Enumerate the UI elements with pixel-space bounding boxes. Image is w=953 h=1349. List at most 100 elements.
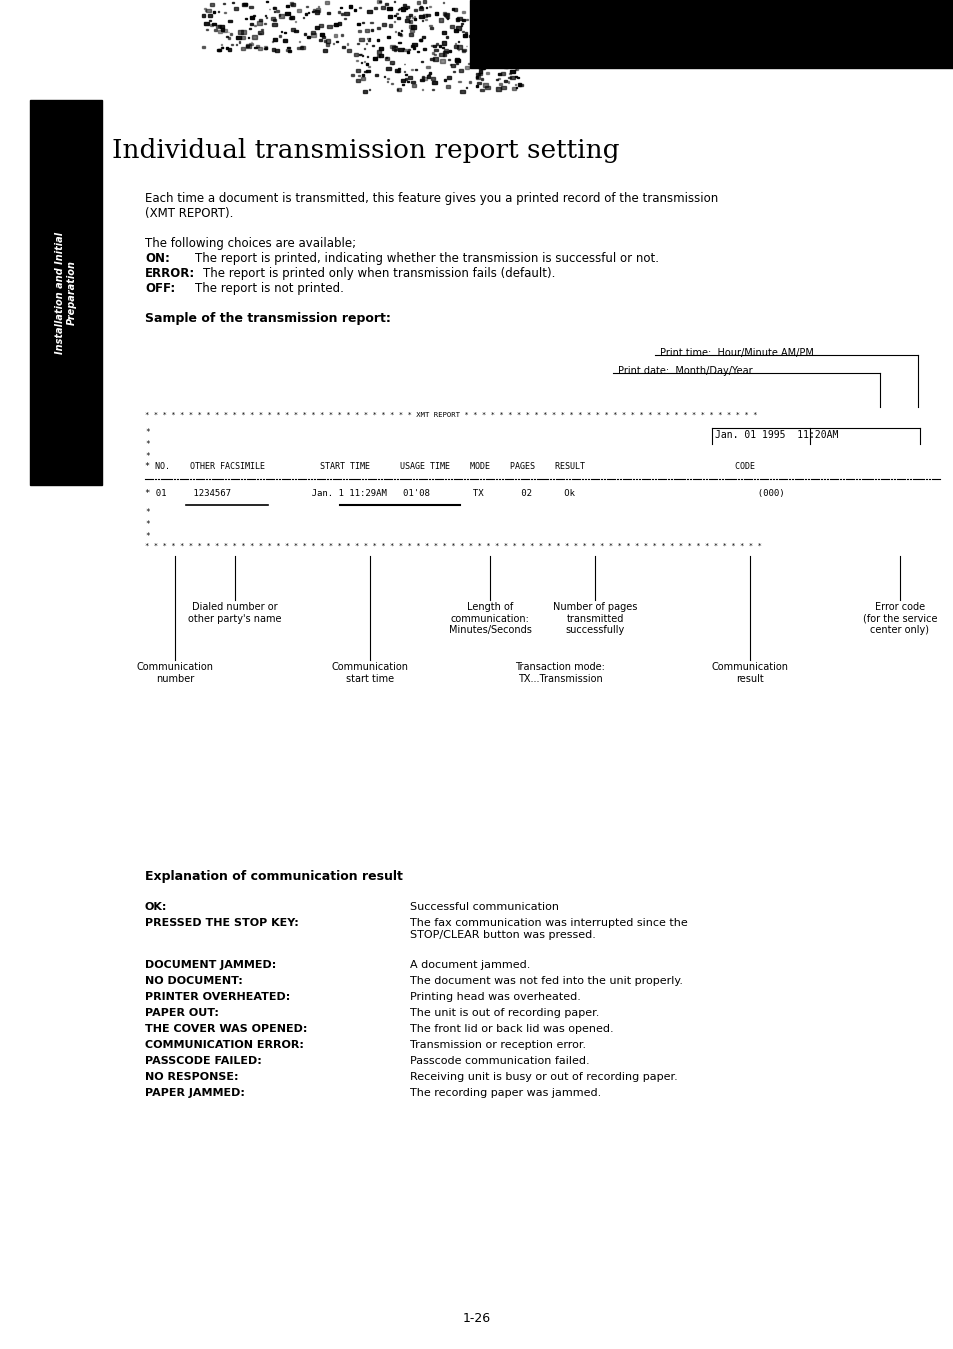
Bar xyxy=(412,85,416,88)
Bar xyxy=(241,31,246,34)
Bar xyxy=(461,50,464,53)
Bar xyxy=(443,49,448,53)
Bar xyxy=(351,74,354,76)
Text: Passcode communication failed.: Passcode communication failed. xyxy=(410,1056,589,1066)
Bar xyxy=(455,58,458,61)
Bar xyxy=(249,28,251,30)
Bar xyxy=(201,15,205,16)
Bar xyxy=(445,36,448,38)
Bar xyxy=(468,35,472,36)
Bar xyxy=(401,80,405,82)
Bar xyxy=(440,59,445,62)
Bar xyxy=(354,54,357,57)
Bar xyxy=(502,42,505,45)
Bar xyxy=(448,50,451,53)
Bar xyxy=(497,22,498,23)
Bar xyxy=(429,24,432,27)
Bar xyxy=(366,63,368,65)
Bar xyxy=(378,1,381,3)
Bar xyxy=(396,18,399,19)
Bar xyxy=(477,16,481,19)
Text: *: * xyxy=(145,509,150,517)
Bar xyxy=(438,46,440,47)
Text: OFF:: OFF: xyxy=(145,282,175,295)
Text: *: * xyxy=(145,519,150,529)
Bar xyxy=(355,78,360,82)
Bar xyxy=(510,76,515,78)
Bar xyxy=(517,20,521,24)
Bar xyxy=(517,38,518,39)
Bar xyxy=(210,3,213,7)
Bar xyxy=(408,77,411,80)
Bar xyxy=(519,4,524,8)
Bar xyxy=(402,49,407,51)
Bar xyxy=(503,65,507,67)
Bar xyxy=(344,18,346,19)
Bar xyxy=(449,24,454,28)
Bar xyxy=(435,12,438,15)
Bar xyxy=(500,86,505,89)
Bar xyxy=(390,45,395,49)
Bar xyxy=(219,24,224,28)
Bar xyxy=(274,49,279,51)
Bar xyxy=(202,46,205,47)
Bar xyxy=(475,39,478,42)
Bar xyxy=(394,49,395,50)
Bar xyxy=(411,26,416,28)
Bar xyxy=(465,32,467,34)
Bar xyxy=(451,63,455,66)
Bar xyxy=(208,13,212,16)
Text: Installation and Initial
Preparation: Installation and Initial Preparation xyxy=(55,232,77,353)
Bar xyxy=(370,30,373,31)
Bar xyxy=(286,49,289,51)
Bar xyxy=(321,36,325,38)
Text: *: * xyxy=(145,440,150,449)
Bar xyxy=(319,34,324,36)
Text: Individual transmission report setting: Individual transmission report setting xyxy=(112,138,619,163)
Bar xyxy=(397,88,400,90)
Bar xyxy=(406,16,410,19)
Bar xyxy=(478,66,483,69)
Bar xyxy=(357,23,360,26)
Bar xyxy=(517,84,520,85)
Bar xyxy=(213,11,215,13)
Bar xyxy=(446,76,450,78)
Text: The report is not printed.: The report is not printed. xyxy=(194,282,343,295)
Bar xyxy=(421,77,423,78)
Bar xyxy=(230,34,232,35)
Bar xyxy=(510,70,515,73)
Bar xyxy=(400,7,405,11)
Bar xyxy=(238,31,243,34)
Text: * 01     1234567               Jan. 1 11:29AM   01'08        TX       02      Ok: * 01 1234567 Jan. 1 11:29AM 01'08 TX 02 … xyxy=(145,488,783,498)
Bar xyxy=(419,7,422,8)
Bar xyxy=(386,67,390,70)
Bar xyxy=(365,30,369,32)
Bar xyxy=(496,88,500,90)
Bar xyxy=(477,66,481,69)
Bar xyxy=(258,47,262,50)
Bar xyxy=(509,73,511,74)
Bar xyxy=(252,35,257,39)
Bar xyxy=(422,77,426,81)
Bar xyxy=(235,36,240,39)
Bar xyxy=(405,5,409,8)
Bar xyxy=(377,0,381,3)
Bar xyxy=(395,69,398,71)
Bar xyxy=(334,35,336,36)
Bar xyxy=(456,27,460,30)
Bar xyxy=(223,28,227,32)
Bar xyxy=(476,53,479,54)
Text: *: * xyxy=(145,428,150,437)
Bar xyxy=(385,3,388,5)
Bar xyxy=(490,23,492,24)
Text: The front lid or back lid was opened.: The front lid or back lid was opened. xyxy=(410,1024,613,1033)
Bar xyxy=(300,46,305,49)
Bar xyxy=(221,28,224,31)
Bar xyxy=(327,24,332,28)
Bar xyxy=(210,23,213,26)
Bar xyxy=(319,24,323,27)
Text: NO RESPONSE:: NO RESPONSE: xyxy=(145,1071,238,1082)
Bar xyxy=(457,81,460,82)
Bar xyxy=(377,55,379,57)
Bar xyxy=(390,61,394,63)
